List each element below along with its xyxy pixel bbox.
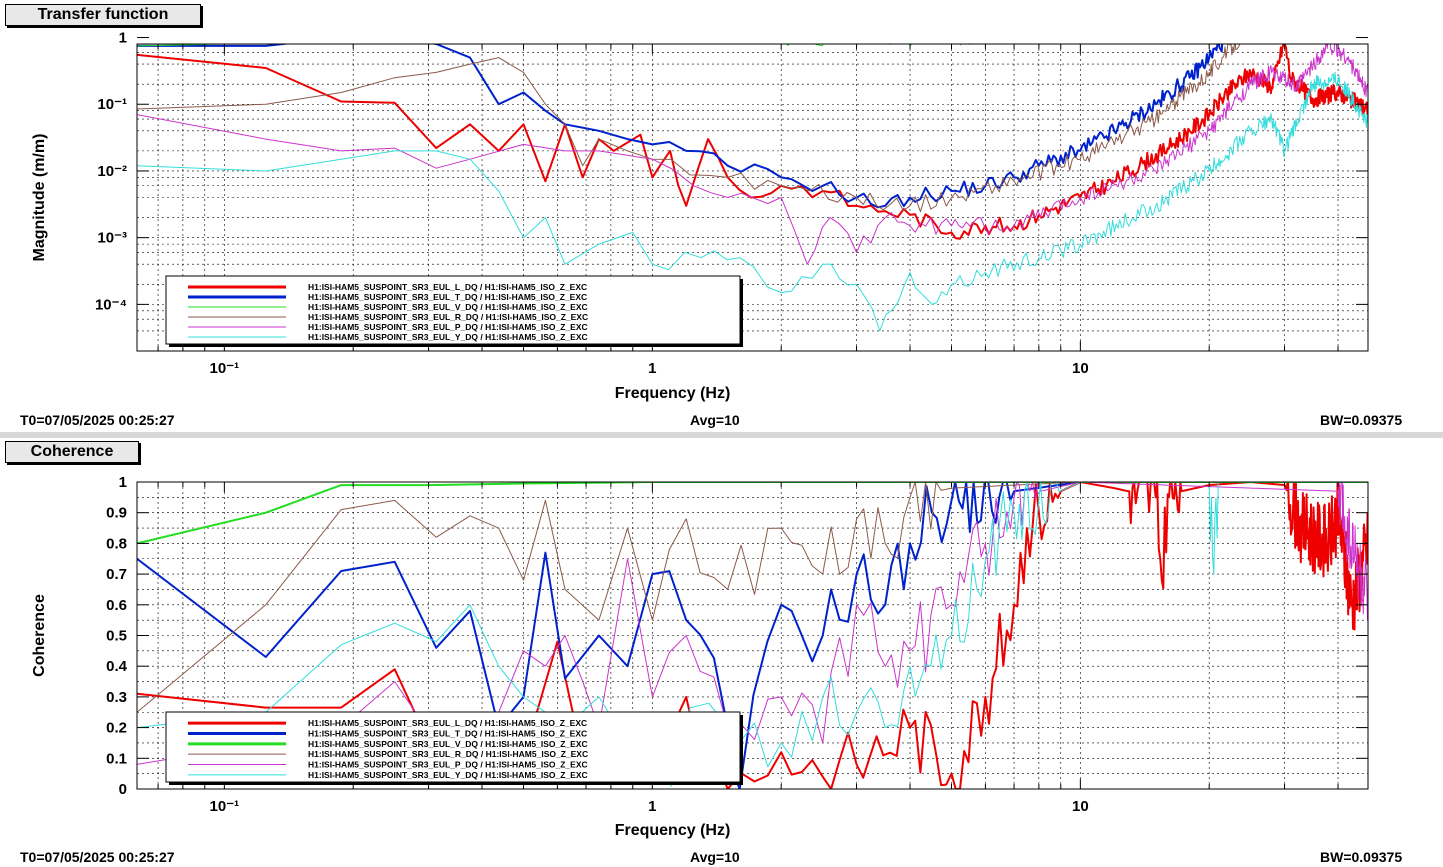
series-r-line	[137, 482, 1368, 713]
legend: H1:ISI-HAM5_SUSPOINT_SR3_EUL_L_DQ / H1:I…	[165, 711, 743, 785]
y-tick-label: 0	[119, 781, 127, 798]
y-tick-label: 0.8	[106, 535, 127, 552]
y-tick-label: 10⁻¹	[97, 96, 127, 113]
legend-label-l: H1:ISI-HAM5_SUSPOINT_SR3_EUL_L_DQ / H1:I…	[308, 718, 587, 728]
y-axis-label: Coherence	[31, 594, 48, 677]
tab-transfer-function[interactable]: Transfer function	[5, 4, 201, 26]
series-t-line	[137, 482, 1368, 789]
legend-label-r: H1:ISI-HAM5_SUSPOINT_SR3_EUL_R_DQ / H1:I…	[308, 312, 588, 322]
legend-label-l: H1:ISI-HAM5_SUSPOINT_SR3_EUL_L_DQ / H1:I…	[308, 282, 587, 292]
legend-label-y: H1:ISI-HAM5_SUSPOINT_SR3_EUL_Y_DQ / H1:I…	[308, 332, 588, 342]
x-axis-label: Frequency (Hz)	[615, 822, 731, 839]
y-tick-label: 0.1	[106, 750, 127, 767]
legend-label-t: H1:ISI-HAM5_SUSPOINT_SR3_EUL_T_DQ / H1:I…	[308, 292, 587, 302]
tab-coherence[interactable]: Coherence	[5, 441, 139, 463]
y-tick-label: 1	[119, 474, 127, 491]
bottom-t0-label: T0=07/05/2025 00:25:27	[20, 849, 175, 865]
top-bw-label: BW=0.09375	[1320, 412, 1403, 428]
x-tick-label: 1	[648, 798, 656, 815]
plot-frame	[136, 43, 1369, 352]
y-tick-label: 1	[119, 30, 127, 47]
x-tick-label: 10	[1072, 798, 1089, 815]
legend-label-v: H1:ISI-HAM5_SUSPOINT_SR3_EUL_V_DQ / H1:I…	[308, 302, 588, 312]
x-tick-label: 1	[648, 360, 656, 377]
x-tick-label: 10⁻¹	[210, 798, 240, 815]
y-tick-label: 10⁻²	[97, 163, 127, 180]
y-tick-label: 0.5	[106, 628, 127, 645]
series-t-line	[137, 44, 1224, 209]
legend-label-y: H1:ISI-HAM5_SUSPOINT_SR3_EUL_Y_DQ / H1:I…	[308, 770, 588, 780]
bottom-avg-label: Avg=10	[690, 849, 740, 865]
y-tick-label: 0.6	[106, 597, 127, 614]
top-t0-label: T0=07/05/2025 00:25:27	[20, 412, 175, 428]
y-tick-label: 0.7	[106, 566, 127, 583]
series-v-line	[137, 44, 1072, 47]
x-tick-label: 10⁻¹	[210, 360, 240, 377]
series-p-line	[137, 44, 1368, 265]
panel-divider[interactable]	[0, 432, 1443, 438]
y-tick-label: 0.3	[106, 689, 127, 706]
x-tick-label: 10	[1072, 360, 1089, 377]
bottom-bw-label: BW=0.09375	[1320, 849, 1403, 865]
legend-label-p: H1:ISI-HAM5_SUSPOINT_SR3_EUL_P_DQ / H1:I…	[308, 322, 588, 332]
y-tick-label: 0.9	[106, 505, 127, 522]
series-r-line	[137, 44, 1241, 213]
top-avg-label: Avg=10	[690, 412, 740, 428]
y-tick-label: 10⁻⁴	[95, 296, 127, 313]
legend-label-t: H1:ISI-HAM5_SUSPOINT_SR3_EUL_T_DQ / H1:I…	[308, 729, 587, 739]
transfer-function-plot: 10⁻¹ 1 10 1 10⁻¹ 10⁻² 10⁻³ 10⁻⁴ Frequency (Hz) Ma…	[31, 30, 1369, 402]
coherence-plot: 10⁻¹ 1 10 1 0.9 0.8 0.7 0.6 0.5 0.4 0.3 0.2 0.1 0 Freq…	[31, 474, 1369, 839]
x-axis-label: Frequency (Hz)	[615, 385, 731, 402]
legend-label-p: H1:ISI-HAM5_SUSPOINT_SR3_EUL_P_DQ / H1:I…	[308, 760, 588, 770]
series-y-line	[137, 71, 1368, 332]
y-tick-label: 0.4	[106, 658, 128, 675]
series-l-line	[137, 44, 1368, 240]
y-tick-label: 0.2	[106, 720, 127, 737]
series-y-line	[137, 482, 1368, 787]
legend-label-r: H1:ISI-HAM5_SUSPOINT_SR3_EUL_R_DQ / H1:I…	[308, 749, 588, 759]
y-tick-label: 10⁻³	[97, 230, 127, 247]
y-axis-label: Magnitude (m/m)	[31, 134, 48, 262]
legend: H1:ISI-HAM5_SUSPOINT_SR3_EUL_L_DQ / H1:I…	[165, 275, 743, 347]
legend-label-v: H1:ISI-HAM5_SUSPOINT_SR3_EUL_V_DQ / H1:I…	[308, 739, 588, 749]
